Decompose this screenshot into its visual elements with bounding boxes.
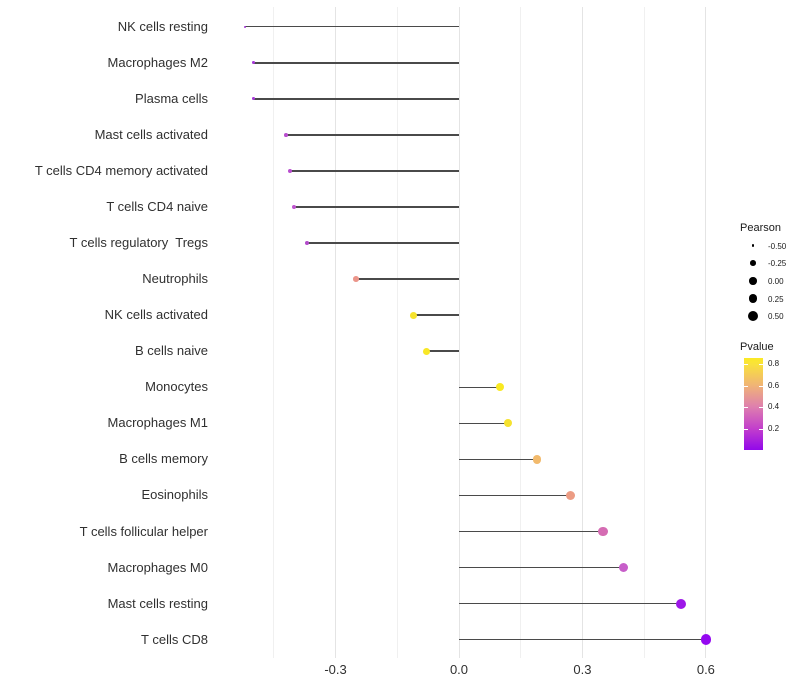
data-point-dot bbox=[288, 168, 293, 173]
lollipop-stem bbox=[459, 602, 682, 605]
colorbar-tick-mark bbox=[759, 385, 763, 387]
major-gridline bbox=[581, 7, 583, 658]
x-tick-label: -0.3 bbox=[324, 662, 347, 677]
category-label: Macrophages M0 bbox=[107, 559, 208, 575]
lollipop-stem bbox=[306, 242, 459, 244]
major-gridline bbox=[458, 7, 460, 658]
lollipop-stem bbox=[459, 422, 509, 425]
lollipop-stem bbox=[356, 278, 459, 280]
size-legend-label: 0.25 bbox=[768, 294, 784, 304]
minor-gridline bbox=[643, 7, 645, 658]
colorbar-tick-mark bbox=[744, 385, 748, 387]
colorbar-tick-label: 0.2 bbox=[768, 423, 780, 433]
size-legend-label: 0.00 bbox=[768, 276, 784, 286]
size-legend-dot bbox=[749, 277, 757, 285]
category-label: B cells naive bbox=[135, 343, 208, 359]
lollipop-stem bbox=[286, 134, 459, 136]
colorbar-tick-label: 0.6 bbox=[768, 380, 780, 390]
lollipop-stem bbox=[426, 350, 459, 352]
size-legend-dot bbox=[747, 311, 759, 322]
minor-gridline bbox=[273, 7, 275, 658]
colorbar-tick-mark bbox=[759, 407, 763, 409]
lollipop-stem bbox=[290, 170, 459, 172]
size-legend-label: -0.50 bbox=[768, 241, 787, 251]
category-label: B cells memory bbox=[119, 451, 208, 467]
lollipop-stem bbox=[294, 206, 459, 208]
colorbar-tick-mark bbox=[744, 428, 748, 430]
data-point-dot bbox=[304, 240, 309, 246]
data-point-dot bbox=[251, 61, 255, 65]
data-point-dot bbox=[292, 204, 297, 210]
minor-gridline bbox=[520, 7, 522, 658]
size-legend-label: 0.50 bbox=[768, 312, 784, 322]
category-label: T cells CD4 memory activated bbox=[34, 162, 208, 178]
size-legend-dot bbox=[748, 294, 758, 304]
category-label: Neutrophils bbox=[142, 271, 208, 287]
colorbar-tick-label: 0.4 bbox=[768, 402, 780, 412]
lollipop-stem bbox=[413, 314, 459, 316]
category-label: Monocytes bbox=[145, 379, 208, 395]
colorbar-tick-mark bbox=[744, 407, 748, 409]
category-label: T cells regulatory Tregs bbox=[69, 235, 208, 251]
colorbar-tick-label: 0.8 bbox=[768, 358, 780, 368]
x-tick-label: 0.6 bbox=[696, 662, 715, 677]
category-label: T cells CD8 bbox=[141, 631, 208, 647]
lollipop-stem bbox=[459, 638, 706, 641]
data-point-dot bbox=[284, 132, 289, 137]
category-label: Macrophages M1 bbox=[107, 415, 208, 431]
category-label: T cells follicular helper bbox=[79, 523, 208, 539]
size-legend-dot bbox=[751, 244, 755, 247]
size-legend-label: -0.25 bbox=[768, 259, 787, 269]
lollipop-stem bbox=[459, 386, 501, 389]
category-label: Eosinophils bbox=[141, 487, 209, 503]
data-point-dot bbox=[504, 419, 513, 428]
colorbar-tick-mark bbox=[759, 363, 763, 365]
data-point-dot bbox=[251, 97, 255, 101]
data-point-dot bbox=[532, 455, 542, 464]
category-label: Plasma cells bbox=[135, 90, 208, 106]
lollipop-stem bbox=[253, 98, 459, 100]
data-point-dot bbox=[496, 383, 505, 392]
color-legend-title: Pvalue bbox=[740, 341, 774, 353]
lollipop-stem bbox=[459, 530, 604, 533]
category-label: T cells CD4 naive bbox=[106, 199, 208, 214]
lollipop-stem bbox=[459, 494, 571, 497]
category-label: Macrophages M2 bbox=[107, 54, 208, 70]
colorbar-tick-mark bbox=[744, 363, 748, 365]
data-point-dot bbox=[422, 347, 430, 355]
major-gridline bbox=[335, 7, 337, 658]
data-point-dot bbox=[565, 490, 575, 500]
x-tick-label: 0.3 bbox=[573, 662, 592, 677]
x-tick-label: 0.0 bbox=[449, 662, 469, 677]
lollipop-stem bbox=[245, 25, 459, 28]
size-legend-dot bbox=[750, 260, 756, 266]
category-label: NK cells resting bbox=[117, 18, 208, 34]
category-label: NK cells activated bbox=[104, 307, 208, 323]
colorbar-tick-mark bbox=[759, 428, 763, 430]
category-label: Mast cells resting bbox=[107, 595, 208, 611]
data-point-dot bbox=[618, 562, 629, 573]
data-point-dot bbox=[676, 598, 687, 609]
data-point-dot bbox=[410, 311, 418, 319]
major-gridline bbox=[705, 7, 707, 658]
size-legend-title: Pearson bbox=[740, 222, 781, 234]
data-point-dot bbox=[700, 634, 712, 645]
data-point-dot bbox=[243, 25, 247, 28]
lollipop-stem bbox=[459, 566, 624, 569]
lollipop-stem bbox=[459, 458, 538, 461]
data-point-dot bbox=[598, 526, 608, 537]
pvalue-colorbar bbox=[744, 358, 763, 450]
lollipop-stem bbox=[253, 62, 459, 64]
data-point-dot bbox=[353, 276, 359, 282]
minor-gridline bbox=[396, 7, 398, 658]
category-label: Mast cells activated bbox=[94, 126, 208, 142]
